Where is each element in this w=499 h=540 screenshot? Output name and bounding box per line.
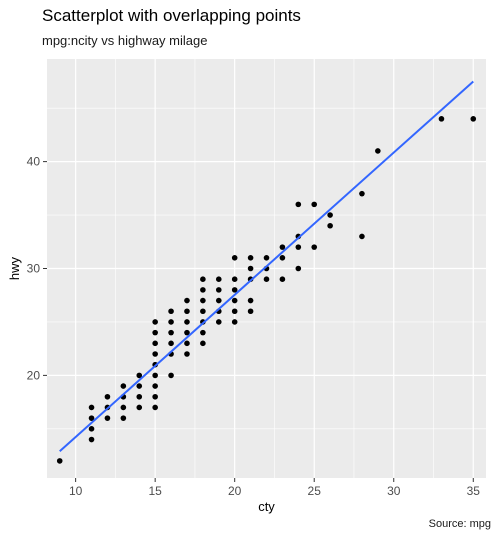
chart-title: Scatterplot with overlapping points bbox=[42, 6, 301, 25]
x-tick-label: 25 bbox=[308, 484, 322, 498]
data-point bbox=[152, 319, 158, 325]
data-point bbox=[263, 255, 270, 261]
data-point bbox=[184, 297, 190, 304]
data-point bbox=[152, 340, 158, 347]
data-point bbox=[295, 201, 302, 208]
data-point bbox=[311, 201, 318, 208]
y-axis-label: hwy bbox=[7, 256, 22, 280]
data-point bbox=[470, 116, 477, 122]
data-point bbox=[184, 319, 190, 325]
y-tick-label: 40 bbox=[27, 155, 41, 169]
data-point bbox=[215, 287, 222, 293]
data-point bbox=[231, 308, 238, 315]
data-point bbox=[168, 340, 174, 347]
data-point bbox=[327, 222, 333, 229]
y-tick-label: 30 bbox=[27, 262, 41, 276]
x-tick-label: 35 bbox=[467, 484, 481, 498]
data-point bbox=[168, 319, 174, 325]
data-point bbox=[231, 276, 238, 282]
data-point bbox=[279, 244, 286, 250]
data-point bbox=[200, 340, 206, 347]
data-point bbox=[200, 308, 206, 315]
data-point bbox=[231, 255, 238, 261]
x-tick-label: 30 bbox=[387, 484, 401, 498]
chart-caption: Source: mpg bbox=[428, 518, 491, 530]
data-point bbox=[152, 351, 158, 357]
x-axis-label: cty bbox=[258, 499, 275, 514]
data-point bbox=[359, 233, 365, 240]
data-point bbox=[152, 372, 158, 379]
data-point bbox=[88, 426, 95, 432]
data-point bbox=[152, 383, 158, 389]
data-point bbox=[231, 287, 238, 293]
data-point bbox=[136, 404, 143, 411]
data-point bbox=[120, 404, 127, 411]
data-point bbox=[168, 329, 174, 336]
data-point bbox=[247, 255, 254, 261]
data-point bbox=[247, 265, 254, 272]
data-point bbox=[231, 319, 238, 325]
data-point bbox=[295, 244, 302, 250]
data-point bbox=[311, 244, 318, 250]
data-point bbox=[184, 351, 190, 357]
chart-subtitle: mpg:ncity vs highway milage bbox=[42, 33, 208, 48]
data-point bbox=[359, 190, 365, 197]
data-point bbox=[168, 372, 174, 379]
data-point bbox=[168, 308, 174, 315]
data-point bbox=[184, 329, 190, 336]
data-point bbox=[120, 383, 127, 389]
data-point bbox=[215, 319, 222, 325]
data-point bbox=[231, 297, 238, 304]
data-point bbox=[88, 404, 95, 411]
data-point bbox=[327, 212, 333, 218]
data-point bbox=[104, 415, 111, 421]
data-point bbox=[279, 255, 286, 261]
data-point bbox=[200, 276, 206, 282]
data-point bbox=[247, 308, 254, 315]
y-tick-label: 20 bbox=[27, 368, 41, 382]
data-point bbox=[136, 383, 143, 389]
data-point bbox=[375, 148, 381, 154]
data-point bbox=[104, 393, 111, 400]
data-point bbox=[279, 276, 286, 282]
regression-line bbox=[59, 80, 474, 453]
data-point bbox=[184, 308, 190, 315]
data-point bbox=[263, 276, 270, 282]
data-point bbox=[120, 415, 127, 421]
data-point bbox=[438, 116, 445, 122]
data-point bbox=[200, 329, 206, 336]
data-point bbox=[88, 436, 95, 443]
data-point bbox=[152, 393, 158, 400]
data-point bbox=[215, 276, 222, 282]
data-point bbox=[136, 393, 143, 400]
data-point bbox=[200, 297, 206, 304]
data-point bbox=[295, 265, 302, 272]
data-point bbox=[136, 372, 143, 379]
x-tick-label: 15 bbox=[148, 484, 162, 498]
data-point bbox=[200, 287, 206, 293]
data-point bbox=[56, 458, 63, 464]
data-point bbox=[215, 297, 222, 304]
y-axis: 20 30 40 bbox=[27, 155, 47, 382]
data-point bbox=[247, 297, 254, 304]
x-tick-label: 10 bbox=[69, 484, 83, 498]
data-point bbox=[152, 404, 158, 411]
data-point bbox=[184, 340, 190, 347]
data-point bbox=[88, 415, 95, 421]
x-axis: 10 15 20 25 30 35 bbox=[69, 478, 480, 498]
data-point bbox=[152, 329, 158, 336]
x-tick-label: 20 bbox=[228, 484, 242, 498]
data-points bbox=[56, 116, 477, 464]
